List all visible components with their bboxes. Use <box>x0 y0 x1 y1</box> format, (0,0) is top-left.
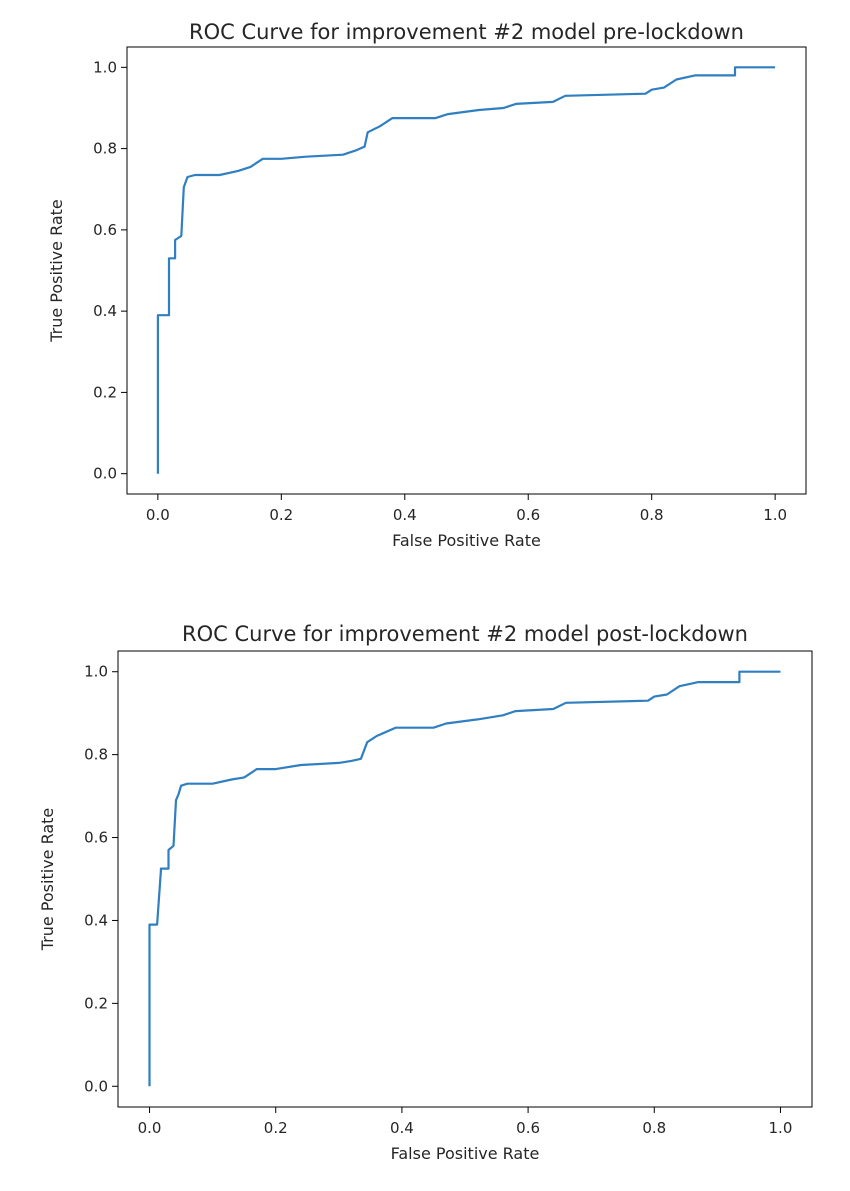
y-tick-label: 1.0 <box>93 58 117 76</box>
x-tick-label: 0.0 <box>138 1119 162 1137</box>
y-tick-label: 0.2 <box>84 994 108 1012</box>
y-tick-label: 0.2 <box>93 383 117 401</box>
y-tick-label: 0.6 <box>84 829 108 847</box>
plot-frame <box>117 650 813 1108</box>
x-tick-label: 0.6 <box>516 506 540 524</box>
y-tick-label: 0.4 <box>84 911 108 929</box>
x-axis-label: False Positive Rate <box>391 1144 540 1163</box>
y-axis-label: True Positive Rate <box>47 199 66 343</box>
y-tick-label: 0.0 <box>84 1077 108 1095</box>
chart-title: ROC Curve for improvement #2 model pre-l… <box>189 20 744 44</box>
chart-title: ROC Curve for improvement #2 model post-… <box>182 622 748 646</box>
x-tick-label: 0.2 <box>264 1119 288 1137</box>
x-tick-label: 1.0 <box>769 1119 793 1137</box>
roc-curve-line <box>148 670 781 1087</box>
x-tick-label: 0.0 <box>146 506 170 524</box>
x-tick-label: 0.8 <box>640 506 664 524</box>
roc-chart-2: ROC Curve for improvement #2 model post-… <box>38 622 813 1163</box>
y-tick-label: 0.8 <box>93 140 117 158</box>
x-tick-label: 0.6 <box>516 1119 540 1137</box>
y-tick-label: 0.8 <box>84 746 108 764</box>
x-tick-label: 1.0 <box>763 506 787 524</box>
y-tick-label: 0.0 <box>93 465 117 483</box>
y-tick-label: 1.0 <box>84 663 108 681</box>
plot-frame <box>126 46 807 495</box>
y-axis-label: True Positive Rate <box>38 808 57 952</box>
x-tick-label: 0.4 <box>393 506 417 524</box>
y-tick-label: 0.6 <box>93 221 117 239</box>
roc-curve-line <box>156 66 776 474</box>
y-tick-label: 0.4 <box>93 302 117 320</box>
roc-chart-1: ROC Curve for improvement #2 model pre-l… <box>47 20 807 550</box>
x-tick-label: 0.8 <box>642 1119 666 1137</box>
x-tick-label: 0.2 <box>269 506 293 524</box>
x-tick-label: 0.4 <box>390 1119 414 1137</box>
x-axis-label: False Positive Rate <box>392 531 541 550</box>
